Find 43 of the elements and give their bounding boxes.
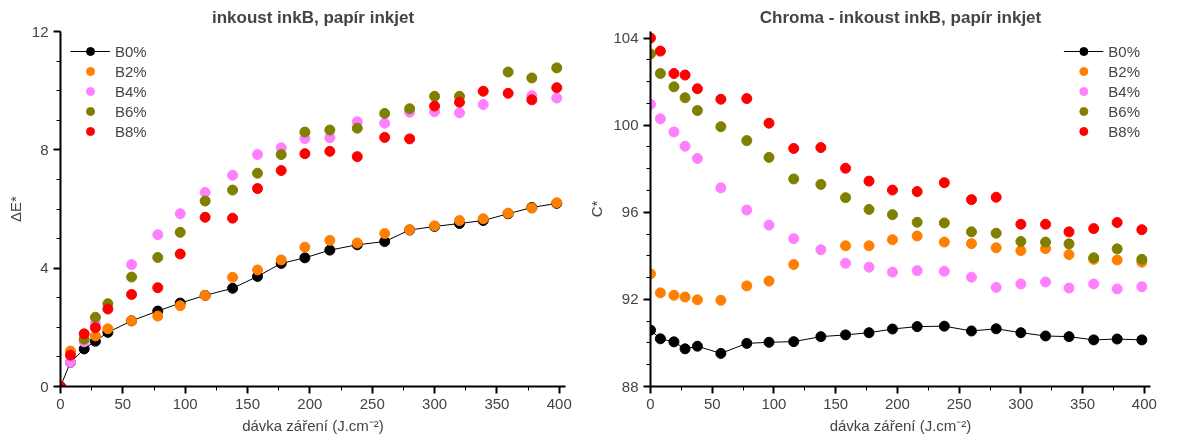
x-tick-label: 400 bbox=[1131, 394, 1157, 412]
legend-label: B2% bbox=[1108, 62, 1140, 80]
y-tick-label: 104 bbox=[613, 29, 639, 47]
y-tick-label: 8 bbox=[40, 140, 49, 158]
y-tick-label: 96 bbox=[621, 203, 639, 221]
y-tick-label: 4 bbox=[40, 259, 49, 277]
legend-label: B6% bbox=[1108, 102, 1140, 120]
x-axis-title: dávka záření (J.cm⁻²) bbox=[829, 416, 972, 434]
x-tick-label: 350 bbox=[484, 394, 510, 412]
x-tick-label: 50 bbox=[114, 394, 132, 412]
x-tick-label: 0 bbox=[646, 394, 655, 412]
legend-label: B6% bbox=[115, 102, 147, 120]
legend-label: B8% bbox=[1108, 122, 1140, 140]
chart-title: inkoust inkB, papír inkjet bbox=[211, 7, 415, 27]
y-tick-label: 88 bbox=[621, 377, 639, 395]
x-tick-label: 150 bbox=[235, 394, 261, 412]
chart-title: Chroma - inkoust inkB, papír inkjet bbox=[759, 7, 1042, 27]
y-tick-label: 92 bbox=[621, 290, 639, 308]
y-axis-title: ΔE* bbox=[6, 195, 24, 222]
legend-label: B8% bbox=[115, 122, 147, 140]
x-tick-label: 300 bbox=[1008, 394, 1034, 412]
x-tick-label: 250 bbox=[359, 394, 385, 412]
x-tick-label: 350 bbox=[1070, 394, 1096, 412]
x-tick-label: 100 bbox=[172, 394, 198, 412]
x-tick-label: 0 bbox=[56, 394, 65, 412]
x-tick-label: 300 bbox=[422, 394, 448, 412]
x-tick-label: 100 bbox=[761, 394, 787, 412]
x-tick-label: 250 bbox=[946, 394, 972, 412]
y-tick-label: 100 bbox=[613, 116, 639, 134]
y-tick-label: 12 bbox=[31, 22, 49, 40]
legend-label: B0% bbox=[1108, 42, 1140, 60]
x-tick-label: 200 bbox=[884, 394, 910, 412]
x-tick-label: 50 bbox=[703, 394, 721, 412]
legend-label: B4% bbox=[1108, 82, 1140, 100]
legend-label: B4% bbox=[115, 82, 147, 100]
x-tick-label: 200 bbox=[297, 394, 323, 412]
legend-label: B2% bbox=[115, 62, 147, 80]
x-axis-title: dávka záření (J.cm⁻²) bbox=[242, 416, 384, 434]
y-axis-title: C* bbox=[588, 200, 606, 218]
x-tick-label: 150 bbox=[823, 394, 849, 412]
x-tick-label: 400 bbox=[546, 394, 572, 412]
y-tick-label: 0 bbox=[40, 377, 49, 395]
legend-label: B0% bbox=[115, 42, 147, 60]
